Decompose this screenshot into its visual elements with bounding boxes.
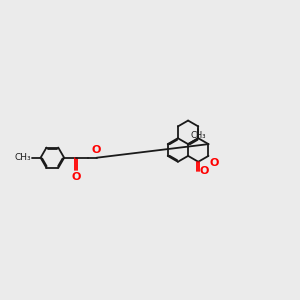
- Text: O: O: [200, 166, 209, 176]
- Text: CH₃: CH₃: [14, 153, 31, 162]
- Text: CH₃: CH₃: [190, 131, 206, 140]
- Text: O: O: [92, 145, 101, 154]
- Text: O: O: [71, 172, 81, 182]
- Text: O: O: [210, 158, 219, 168]
